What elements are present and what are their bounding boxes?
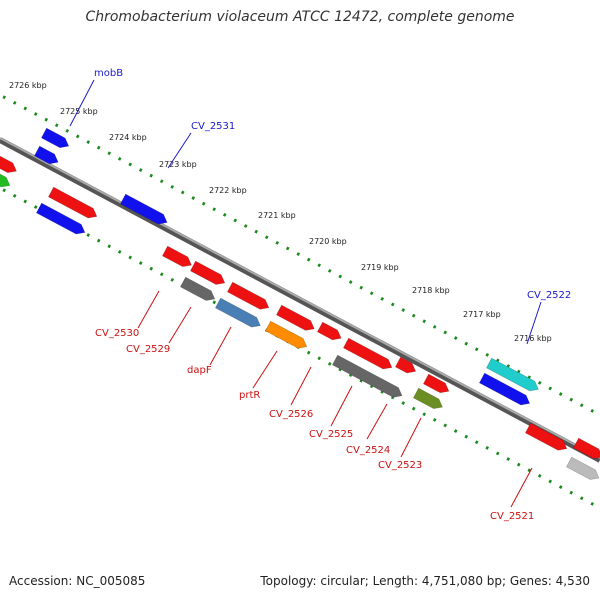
gene-arrow: [190, 260, 226, 285]
gene-label-top: CV_2531: [191, 121, 235, 132]
tick-label: 2720 kbp: [309, 237, 347, 246]
gene-arrow: [0, 171, 11, 188]
label-leaders: [69, 79, 542, 508]
gene-label-bottom: CV_2530: [95, 328, 139, 339]
gene-arrow: [227, 281, 270, 310]
tick-label: 2717 kbp: [463, 310, 501, 319]
gene-arrow: [162, 245, 192, 267]
gene-arrow: [317, 321, 342, 341]
gene-label-bottom: CV_2529: [126, 344, 170, 355]
gene-arrow: [413, 387, 443, 409]
gene-arrow: [525, 422, 568, 451]
gene-arrow: [41, 127, 70, 149]
tick-label: 2719 kbp: [361, 263, 399, 272]
gene-arrow: [395, 356, 417, 374]
gene-arrow: [276, 304, 315, 331]
tick-label: 2726 kbp: [9, 81, 47, 90]
tick-label: 2716 kbp: [514, 334, 552, 343]
tick-label: 2721 kbp: [258, 211, 296, 220]
gene-features: [0, 127, 600, 480]
gene-arrow: [180, 276, 216, 301]
gene-arrow: [0, 151, 17, 173]
gene-arrow: [566, 456, 600, 480]
gene-arrow: [343, 337, 393, 370]
footer-stats: Topology: circular; Length: 4,751,080 bp…: [260, 574, 590, 588]
tick-label: 2724 kbp: [109, 133, 147, 142]
gene-label-top: CV_2522: [527, 290, 571, 301]
gene-arrow: [486, 357, 539, 392]
gene-arrow: [573, 437, 600, 459]
footer-accession: Accession: NC_005085: [9, 574, 146, 588]
gene-arrow: [332, 354, 403, 398]
gene-arrow: [265, 320, 308, 349]
gene-label-bottom: CV_2526: [269, 409, 313, 420]
backbone: [0, 137, 600, 463]
gene-arrow: [479, 372, 531, 406]
gene-label-bottom: dapF: [187, 365, 212, 376]
gene-label-bottom: CV_2523: [378, 460, 422, 471]
gene-arrow: [48, 186, 98, 219]
tick-label: 2725 kbp: [60, 107, 98, 116]
tick-labels: 2726 kbp 2725 kbp 2724 kbp 2723 kbp 2722 kbp…: [9, 81, 552, 343]
gene-arrow: [120, 193, 168, 225]
gene-label-bottom: prtR: [239, 390, 260, 401]
gene-arrow: [215, 297, 261, 328]
gene-arrow: [34, 145, 59, 165]
gene-label-bottom: CV_2525: [309, 429, 353, 440]
tick-dots-outer: [2, 95, 595, 413]
gene-label-bottom: CV_2521: [490, 511, 534, 522]
gene-arrow: [36, 202, 86, 235]
gene-label-bottom: CV_2524: [346, 445, 390, 456]
gene-label-top: mobB: [94, 68, 123, 79]
gene-labels: mobB CV_2531 CV_2522 CV_2530 CV_2529 dapF prtR…: [94, 68, 571, 522]
tick-label: 2722 kbp: [209, 186, 247, 195]
tick-label: 2718 kbp: [412, 286, 450, 295]
tick-label: 2723 kbp: [159, 160, 197, 169]
map-title: Chromobacterium violaceum ATCC 12472, co…: [85, 9, 515, 25]
gene-arrow: [423, 373, 450, 394]
